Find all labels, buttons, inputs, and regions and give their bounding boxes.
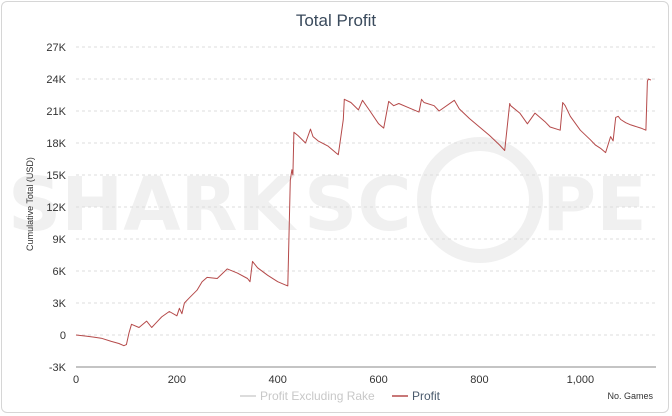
x-tick-label: 800 xyxy=(470,374,488,386)
y-tick-label: 18K xyxy=(46,138,66,150)
legend-item-profit[interactable]: Profit xyxy=(392,389,441,403)
x-tick-label: 0 xyxy=(73,374,79,386)
y-tick-label: 3K xyxy=(53,298,67,310)
series-layer xyxy=(75,78,652,347)
watermark-text-right: PE xyxy=(542,162,647,248)
y-tick-label: 6K xyxy=(53,266,67,278)
watermark-text-sc: SC xyxy=(304,162,412,248)
chart-title: Total Profit xyxy=(296,11,377,30)
y-tick-label: 27K xyxy=(46,42,66,54)
x-tick-label: 400 xyxy=(269,374,287,386)
legend-label-profit: Profit xyxy=(412,389,441,403)
x-tick-label: 200 xyxy=(168,374,186,386)
y-tick-labels: -3K 0 3K 6K 9K 12K 15K 18K 21K 24K 27K xyxy=(46,42,66,374)
legend-item-profit-excluding-rake[interactable]: Profit Excluding Rake xyxy=(240,389,375,403)
watermark: SHARK SC PE xyxy=(8,137,647,263)
grid xyxy=(76,46,656,368)
legend-label-profit-excluding-rake: Profit Excluding Rake xyxy=(260,389,375,403)
x-tick-labels: 0 200 400 600 800 1,000 xyxy=(73,374,594,386)
watermark-scope-ring xyxy=(417,137,543,263)
y-axis-label: Cumulative Total (USD) xyxy=(25,157,35,251)
y-tick-label: 21K xyxy=(46,106,66,118)
x-axis-label: No. Games xyxy=(607,391,653,401)
y-tick-label: 9K xyxy=(53,234,67,246)
y-tick-label: 15K xyxy=(46,170,66,182)
y-tick-label: 0 xyxy=(60,330,66,342)
y-tick-label: 12K xyxy=(46,202,66,214)
y-tick-label: 24K xyxy=(46,74,66,86)
legend: Profit Excluding Rake Profit xyxy=(240,389,441,403)
x-tick-label: 600 xyxy=(369,374,387,386)
x-tick-label: 1,000 xyxy=(567,374,595,386)
watermark-text-left: SHARK xyxy=(8,162,297,248)
series-line-profit xyxy=(75,78,652,347)
y-tick-label: -3K xyxy=(49,362,67,374)
